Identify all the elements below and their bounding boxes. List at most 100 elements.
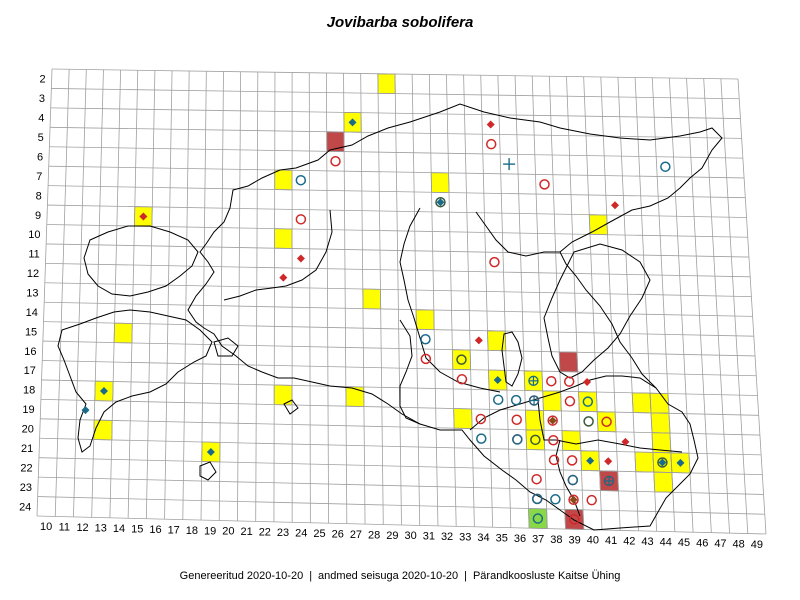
x-axis-tick-label: 35 (496, 532, 508, 544)
grid-line-vertical (651, 77, 676, 532)
red-circle-marker (569, 514, 580, 525)
dark-circle-marker (530, 434, 541, 446)
dark-red-record-square (564, 508, 585, 530)
yellow-record-square (362, 288, 382, 310)
x-axis-tick-label: 29 (386, 530, 398, 542)
grid-line-horizontal (48, 165, 745, 179)
grid-lines-layer (36, 68, 767, 535)
x-axis-tick-label: 37 (532, 533, 544, 545)
data-state-date: andmed seisuga 2020-10-20 (318, 570, 459, 582)
x-axis-tick-label: 16 (149, 524, 161, 536)
lake-peipsi (543, 243, 651, 379)
x-axis-tick-label: 30 (404, 530, 416, 542)
grid-line-vertical (325, 72, 330, 524)
x-axis-tick-label: 11 (59, 522, 70, 534)
y-axis-tick-label: 13 (26, 288, 38, 300)
grid-line-vertical (394, 73, 402, 526)
grid-line-horizontal (40, 418, 760, 436)
y-axis-tick-label: 14 (26, 307, 38, 319)
grid-line-vertical (360, 73, 366, 525)
generated-date: Genereeritud 2020-10-20 (179, 570, 304, 582)
blue-diamond-marker (676, 458, 685, 467)
county-border-5 (469, 375, 657, 431)
red-circle-marker (511, 414, 522, 426)
y-axis-tick-label: 23 (20, 482, 32, 494)
x-axis-tick-label: 19 (204, 525, 216, 537)
lake-vortsjarv (501, 331, 523, 387)
grid-line-horizontal (48, 185, 746, 199)
red-circle-marker (586, 494, 597, 506)
grid-line-horizontal (51, 68, 739, 80)
red-circle-marker (566, 455, 578, 466)
blue-circle-marker (420, 334, 431, 345)
green-record-square (528, 508, 548, 530)
grid-line-vertical (428, 74, 439, 526)
red-diamond-marker (139, 212, 148, 221)
red-circle-marker (295, 214, 307, 225)
blue-circle-marker (660, 161, 671, 172)
grid-line-vertical (308, 72, 311, 523)
mainland-coastline (187, 103, 723, 531)
blue-diamond-marker (436, 198, 445, 207)
grid-line-vertical (514, 75, 530, 529)
saaremaa-island (57, 309, 213, 453)
map-footer: Genereeritud 2020-10-20 | andmed seisuga 2… (0, 570, 800, 582)
red-circle-marker (548, 454, 560, 466)
county-border-6 (555, 439, 683, 453)
red-diamond-marker (604, 457, 613, 466)
red-diamond-marker (486, 120, 495, 129)
grid-line-horizontal (46, 243, 749, 258)
y-axis-tick-label: 21 (21, 443, 33, 455)
grid-line-horizontal (46, 224, 748, 238)
grid-line-vertical (566, 76, 585, 530)
grid-line-vertical (480, 75, 494, 528)
red-circle-marker (548, 435, 559, 446)
grid-line-horizontal (44, 282, 752, 298)
red-circle-marker (456, 374, 468, 385)
ruhnu-island (199, 461, 217, 481)
blue-diamond-marker (586, 456, 595, 465)
grid-line-vertical (497, 75, 512, 528)
grid-line-vertical (377, 73, 384, 525)
x-axis-tick-label: 41 (605, 535, 617, 547)
y-axis-tick-label: 3 (39, 93, 45, 105)
dark-circle-marker (456, 354, 467, 365)
grid-line-vertical (686, 78, 712, 533)
yellow-record-square (578, 391, 598, 413)
yellow-record-square (430, 172, 450, 194)
blue-circle-marker (567, 474, 579, 486)
grid-line-vertical (145, 70, 156, 519)
grid-line-vertical (36, 68, 53, 517)
x-axis-tick-label: 18 (186, 525, 198, 537)
red-circle-marker (568, 494, 579, 505)
x-axis-tick-label: 12 (76, 522, 88, 534)
yellow-record-square (274, 169, 293, 191)
grid-line-horizontal (47, 204, 747, 218)
yellow-record-square (653, 471, 674, 493)
yellow-record-square (634, 451, 655, 473)
grid-line-vertical (73, 69, 87, 517)
blue-diamond-marker (81, 406, 90, 415)
x-axis-tick-label: 33 (459, 532, 471, 544)
footer-separator: | (464, 570, 467, 582)
grid-line-vertical (54, 69, 70, 517)
y-axis-tick-label: 22 (20, 462, 32, 474)
red-circle-marker (601, 416, 612, 428)
organisation-name: Pärandkoosluste Kaitse Ühing (472, 570, 621, 582)
grid-line-vertical (583, 76, 603, 530)
x-axis-tick-label: 39 (569, 534, 581, 546)
grid-line-horizontal (44, 301, 753, 317)
red-diamond-marker (621, 437, 630, 446)
grid-line-vertical (127, 70, 139, 519)
red-diamond-marker (474, 336, 483, 345)
county-border-8 (537, 399, 556, 441)
red-circle-marker (485, 138, 497, 150)
red-circle-marker (546, 375, 557, 387)
y-axis-tick-label: 11 (28, 249, 39, 261)
y-axis-tick-label: 18 (23, 385, 35, 397)
grid-line-horizontal (38, 457, 763, 476)
blue-circle-marker (512, 434, 523, 445)
x-axis-tick-label: 20 (222, 526, 234, 538)
x-axis-tick-label: 36 (514, 533, 526, 545)
